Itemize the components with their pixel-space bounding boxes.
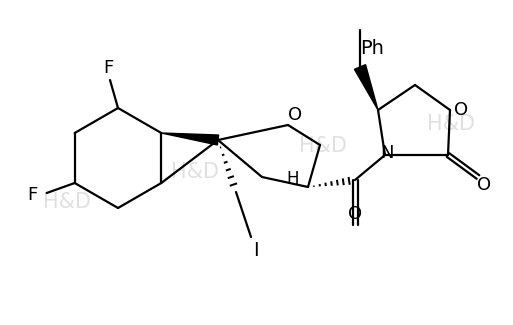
Text: H&D: H&D [43,191,91,212]
Text: O: O [348,205,362,223]
Text: N: N [380,144,394,162]
Text: H&D: H&D [299,136,347,156]
Polygon shape [161,133,219,145]
Text: O: O [477,176,491,194]
Text: I: I [253,241,259,261]
Text: O: O [288,106,302,124]
Polygon shape [354,65,378,110]
Text: F: F [103,59,113,77]
Text: O: O [454,101,468,119]
Text: H&D: H&D [427,113,476,134]
Text: H&D: H&D [171,162,219,182]
Text: F: F [28,186,38,204]
Text: Ph: Ph [360,38,384,58]
Text: H: H [287,170,299,188]
